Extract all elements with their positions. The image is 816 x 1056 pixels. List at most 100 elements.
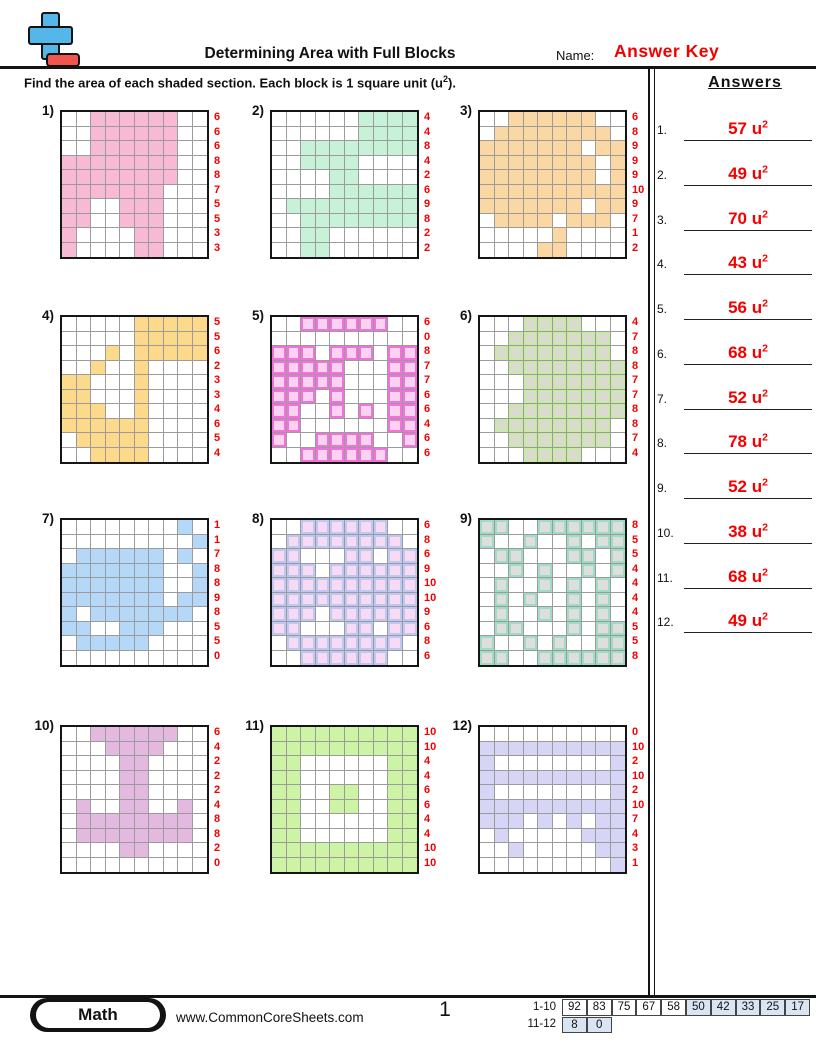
grid-cell [192, 742, 207, 756]
grid-cell [330, 317, 345, 332]
grid-cell [272, 184, 287, 199]
grid-cell [596, 799, 611, 814]
grid-cell [91, 607, 106, 622]
problem-number-label: 7) [41, 511, 54, 526]
grid-cell [62, 563, 77, 578]
grid-cell [373, 843, 388, 858]
row-count: 9 [632, 154, 639, 167]
grid-cell [286, 785, 301, 800]
grid-cell [315, 447, 330, 462]
grid-cell [494, 549, 509, 564]
grid-cell [105, 534, 120, 549]
score-cell: 75 [611, 999, 637, 1016]
grid-cell [163, 170, 178, 185]
grid-cell [149, 636, 164, 651]
grid-cell [494, 756, 509, 771]
grid-cell [581, 756, 596, 771]
grid-cell [178, 650, 193, 665]
grid-cell [286, 317, 301, 332]
grid-cell [388, 375, 403, 390]
grid-cell [178, 727, 193, 742]
grid-cell [538, 199, 553, 214]
grid-cell [301, 785, 316, 800]
grid-cell [359, 112, 374, 127]
grid-cell [509, 155, 524, 170]
grid-cell [315, 155, 330, 170]
grid-cell [163, 636, 178, 651]
grid-cell [149, 592, 164, 607]
grid-cell [330, 636, 345, 651]
grid-cell [120, 126, 135, 141]
row-count: 10 [424, 842, 437, 854]
grid-cell [596, 375, 611, 390]
grid-cell [509, 650, 524, 665]
grid-cell [581, 741, 596, 756]
grid-cell [402, 228, 417, 243]
row-count: 4 [214, 403, 221, 415]
grid-cell [552, 770, 567, 785]
grid-cell [567, 331, 582, 346]
grid-cell [149, 375, 164, 390]
grid-cell [373, 317, 388, 332]
grid-cell [178, 155, 193, 170]
grid-cell [301, 534, 316, 549]
grid-cell [272, 346, 287, 361]
grid-cell [538, 141, 553, 156]
grid-cell [567, 375, 582, 390]
grid-cell [76, 418, 91, 433]
grid-cell [163, 578, 178, 593]
grid-cell [581, 843, 596, 858]
grid-cell [286, 534, 301, 549]
unit-grid [478, 725, 627, 874]
grid-cell [149, 447, 164, 462]
answer-number: 10. [657, 525, 674, 540]
grid-cell [286, 199, 301, 214]
grid-cell [480, 727, 495, 742]
grid-cell [480, 199, 495, 214]
grid-cell [567, 199, 582, 214]
score-cell: 58 [661, 999, 686, 1016]
grid-cell [149, 770, 164, 785]
grid-cell [538, 607, 553, 622]
grid-cell [120, 375, 135, 390]
row-count: 0 [214, 649, 221, 662]
grid-cell [164, 857, 178, 872]
grid-cell [538, 785, 553, 800]
grid-cell [163, 184, 178, 199]
row-count-column: 0 10 2 10 2 10 7 4 3 1 [632, 725, 644, 870]
grid-cell [581, 170, 596, 185]
grid-cell [494, 828, 509, 843]
grid-cell [523, 170, 538, 185]
grid-cell [178, 389, 193, 404]
grid-cell [494, 799, 509, 814]
grid-cell [373, 828, 388, 843]
grid-cell [344, 389, 359, 404]
grid-cell [178, 785, 193, 800]
grid-cell [272, 213, 287, 228]
grid-cell [192, 375, 207, 390]
grid-cell [610, 799, 625, 814]
grid-cell [581, 317, 596, 332]
grid-cell [610, 332, 625, 346]
grid-cell [178, 404, 193, 419]
grid-cell [402, 199, 417, 214]
grid-cell [388, 155, 403, 170]
grid-cell [62, 549, 77, 564]
grid-cell [509, 607, 524, 622]
row-count-column: 4 7 8 8 7 7 8 8 7 4 [632, 315, 638, 460]
grid-cell [538, 155, 553, 170]
row-count: 6 [424, 432, 431, 444]
grid-cell [62, 621, 77, 636]
grid-cell [388, 785, 403, 800]
grid-cell [373, 592, 388, 607]
grid-cell [581, 549, 596, 564]
grid-cell [272, 141, 287, 156]
grid-cell [596, 317, 611, 332]
grid-cell [91, 727, 106, 742]
grid-cell [178, 857, 193, 872]
score-cell: 8 [562, 1016, 587, 1033]
grid-cell [494, 592, 509, 607]
grid-cell [538, 621, 553, 636]
grid-cell [509, 389, 524, 404]
grid-cell [192, 727, 207, 742]
